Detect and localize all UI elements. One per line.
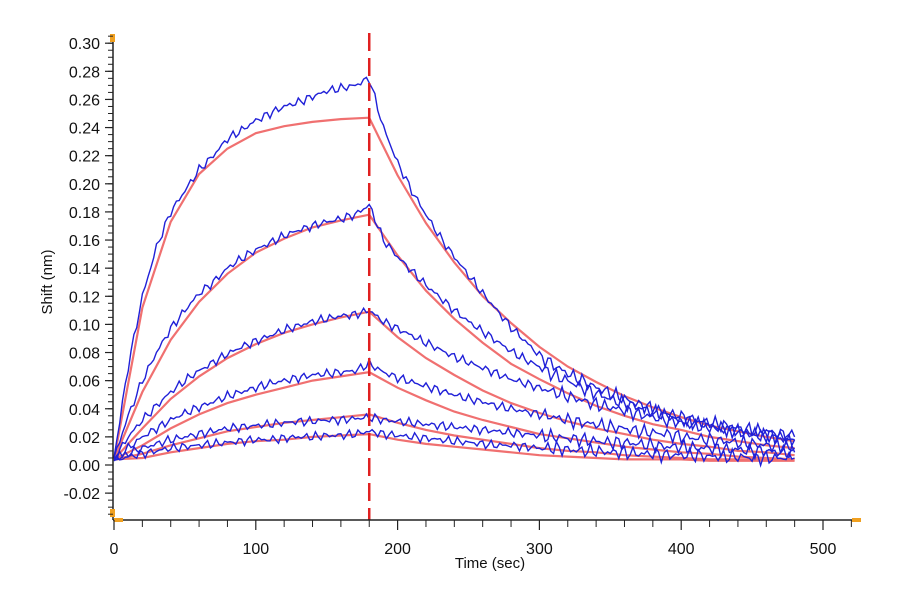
y-tick-label: 0.10 [69, 317, 100, 334]
ticks [105, 35, 852, 530]
y-tick-label: 0.08 [69, 346, 100, 363]
y-axis-label: Shift (nm) [39, 249, 56, 314]
y-tick-label: 0.02 [69, 430, 100, 447]
y-tick-label: 0.20 [69, 177, 100, 194]
fit-curve-1 [112, 116, 795, 460]
fit-curve-5 [113, 413, 795, 461]
x-tick-label: 400 [668, 541, 695, 558]
y-tick-label: 0.18 [69, 205, 100, 222]
measured-curve-6 [113, 428, 795, 468]
y-tick-label: 0.26 [69, 92, 100, 109]
y-tick-label: 0.28 [69, 64, 100, 81]
measured-curve-4 [113, 357, 796, 460]
y-tick-label: 0.06 [69, 374, 100, 391]
axes [110, 34, 861, 522]
y-tick-label: 0.04 [69, 402, 100, 419]
y-axis-start-handle[interactable] [110, 509, 115, 517]
measured-curve-2 [113, 203, 796, 459]
y-tick-label: 0.00 [69, 458, 100, 475]
x-axis-label: Time (sec) [455, 555, 525, 572]
x-tick-label: 300 [526, 541, 553, 558]
tick-labels: -0.02 0.00 0.02 0.04 0.06 0.08 0.10 0.12 0.14 0.1… [64, 36, 837, 558]
x-axis-start-handle[interactable] [114, 518, 123, 522]
x-tick-label: 200 [384, 541, 411, 558]
y-tick-label: 0.22 [69, 149, 100, 166]
y-tick-label: 0.12 [69, 289, 100, 306]
y-tick-label: 0.16 [69, 233, 100, 250]
measured-curve-1 [113, 76, 796, 459]
fit-curve-3 [113, 310, 795, 461]
y-tick-label: -0.02 [64, 486, 101, 503]
measured-curve-3 [113, 306, 795, 461]
fit-curve-6 [113, 432, 795, 462]
x-axis-end-handle[interactable] [852, 518, 861, 522]
x-tick-label: 100 [242, 541, 269, 558]
series-layer [112, 76, 796, 468]
fit-curve-2 [112, 213, 795, 460]
measured-curve-5 [113, 412, 796, 462]
y-tick-label: 0.24 [69, 121, 100, 138]
x-tick-label: 0 [110, 541, 119, 558]
y-tick-label: 0.30 [69, 36, 100, 53]
x-tick-label: 500 [810, 541, 837, 558]
y-tick-label: 0.14 [69, 261, 100, 278]
y-axis-end-handle[interactable] [110, 34, 115, 42]
